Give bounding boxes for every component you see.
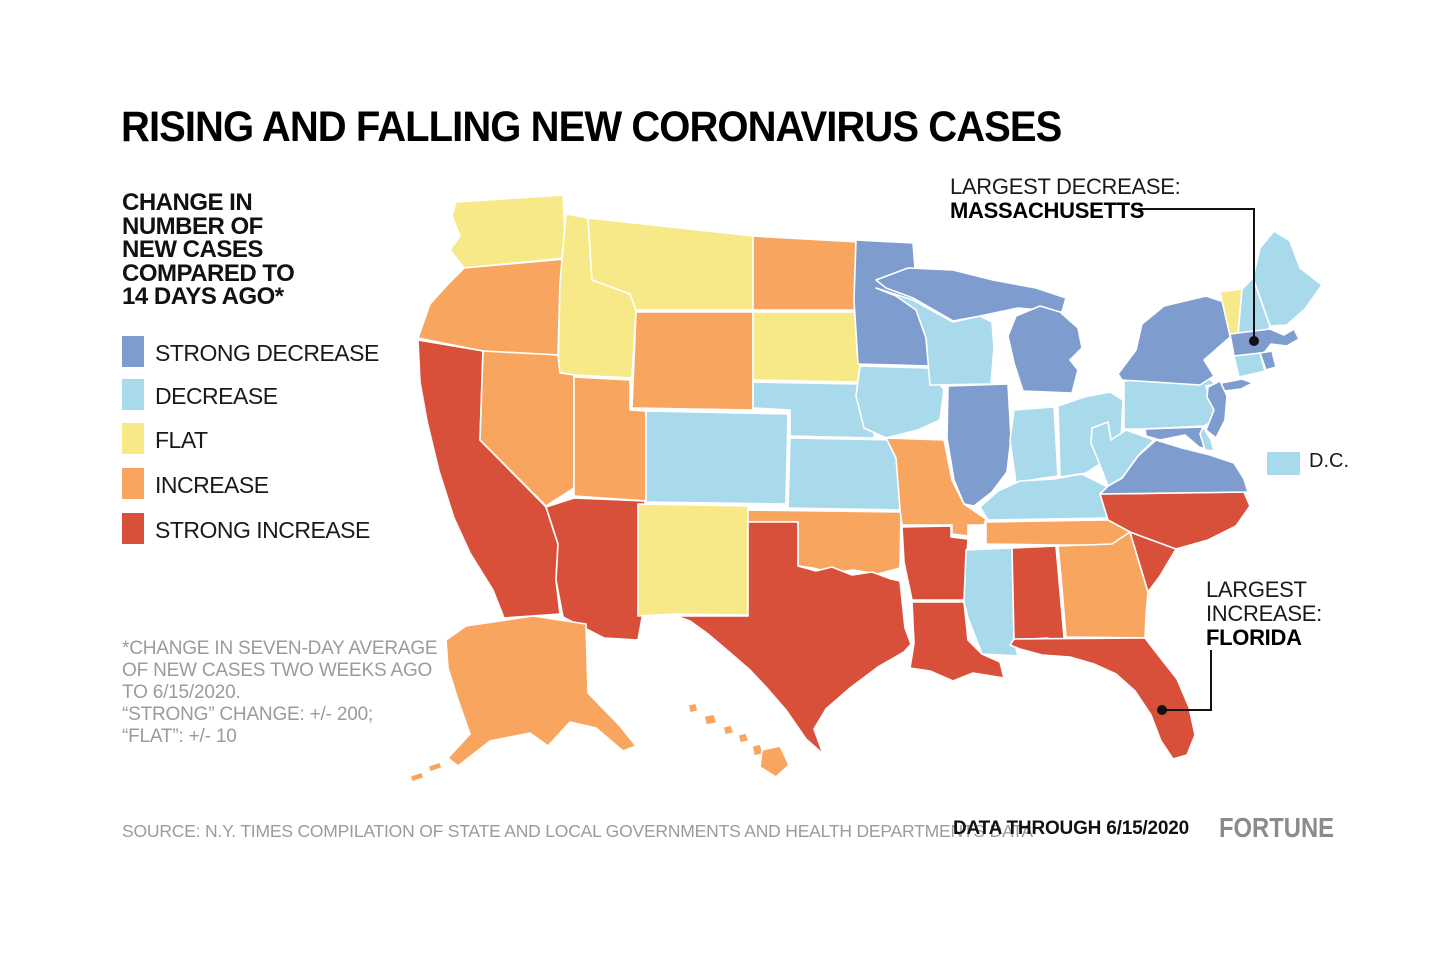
footnote-line: OF NEW CASES TWO WEEKS AGO — [122, 660, 433, 681]
state-mi-up — [875, 267, 1067, 322]
state-ky — [979, 473, 1123, 521]
annotation-largest-increase: LARGEST INCREASE: FLORIDA — [1206, 578, 1322, 650]
state-ny — [1117, 295, 1237, 386]
legend-swatch-strong-increase — [122, 513, 144, 544]
state-ga — [1057, 531, 1149, 639]
legend-swatch-flat — [122, 423, 144, 454]
massachusetts-callout-line — [1138, 208, 1255, 338]
footnote-line: “FLAT”: +/- 10 — [122, 726, 237, 747]
source-credit: SOURCE: N.Y. TIMES COMPILATION OF STATE … — [122, 821, 1033, 841]
state-de — [1199, 426, 1215, 452]
state-nc — [1099, 491, 1251, 550]
legend-title-line: 14 DAYS AGO* — [122, 283, 284, 310]
dc-swatch — [1267, 452, 1300, 475]
legend-label: FLAT — [155, 427, 208, 453]
fortune-logo: FORTUNE — [1219, 812, 1335, 843]
state-fl — [1009, 637, 1196, 760]
florida-callout-line — [1166, 650, 1212, 711]
state-co — [645, 410, 789, 505]
legend-title-line: COMPARED TO — [122, 259, 295, 287]
state-la — [909, 601, 1005, 682]
legend-title-line: NUMBER OF — [122, 212, 263, 240]
state-me — [1252, 230, 1323, 327]
footnote-line: “STRONG” CHANGE: +/- 200; — [122, 704, 374, 725]
legend-title-line: CHANGE IN — [122, 189, 253, 216]
legend-title-line: NEW CASES — [122, 236, 263, 263]
state-hi — [737, 732, 750, 744]
state-nj — [1205, 380, 1228, 439]
data-through-label: DATA THROUGH 6/15/2020 — [953, 818, 1189, 839]
state-wv — [1090, 421, 1155, 487]
state-hi — [722, 724, 735, 736]
footnote-line: TO 6/15/2020. — [122, 682, 241, 703]
state-hi — [759, 745, 790, 778]
state-az — [545, 497, 646, 641]
state-ms — [963, 547, 1019, 657]
legend-swatch-increase — [122, 468, 144, 499]
legend-label: STRONG DECREASE — [155, 340, 379, 366]
state-hi — [687, 702, 699, 714]
annotation-largest-decrease: LARGEST DECREASE: MASSACHUSETTS — [950, 174, 1181, 223]
annotation-label: INCREASE: — [1206, 601, 1322, 626]
legend-swatch-decrease — [122, 379, 144, 410]
state-in — [1009, 406, 1059, 484]
legend-title: CHANGE IN NUMBER OF NEW CASES COMPARED T… — [122, 189, 295, 310]
state-ri — [1259, 350, 1277, 371]
state-ks — [787, 437, 901, 511]
state-nd — [752, 235, 861, 311]
annotation-label: LARGEST DECREASE: — [950, 174, 1181, 199]
page-title: RISING AND FALLING NEW CORONAVIRUS CASES — [121, 103, 1062, 151]
callout-lines — [1138, 208, 1259, 715]
legend-label: STRONG INCREASE — [155, 517, 370, 543]
state-hi — [703, 713, 718, 726]
annotation-state: MASSACHUSETTS — [950, 198, 1145, 223]
annotation-state: FLORIDA — [1206, 625, 1302, 650]
state-il — [946, 383, 1012, 507]
state-wi — [875, 287, 995, 386]
dc-label: D.C. — [1309, 450, 1349, 472]
state-ak-aleutians — [409, 771, 425, 783]
state-tx — [675, 521, 912, 755]
us-choropleth-map — [409, 194, 1323, 783]
state-or — [417, 258, 566, 356]
state-ak-aleutians — [427, 761, 443, 773]
state-ak — [445, 615, 637, 767]
legend-label: INCREASE — [155, 472, 269, 498]
legend-swatch-strong-decrease — [122, 336, 144, 367]
state-wa — [449, 194, 567, 269]
massachusetts-callout-dot — [1249, 336, 1259, 346]
state-ar — [901, 525, 969, 601]
state-mi — [1007, 305, 1083, 394]
footnote-line: *CHANGE IN SEVEN-DAY AVERAGE — [122, 638, 438, 659]
state-sd — [752, 311, 865, 383]
legend-label: DECREASE — [155, 383, 278, 409]
state-mo — [885, 437, 987, 537]
state-ct — [1233, 352, 1266, 378]
state-nm — [637, 503, 749, 617]
annotation-label: LARGEST — [1206, 577, 1307, 602]
state-wy — [631, 311, 754, 411]
footnote: *CHANGE IN SEVEN-DAY AVERAGE OF NEW CASE… — [122, 638, 438, 748]
florida-callout-dot — [1157, 705, 1167, 715]
